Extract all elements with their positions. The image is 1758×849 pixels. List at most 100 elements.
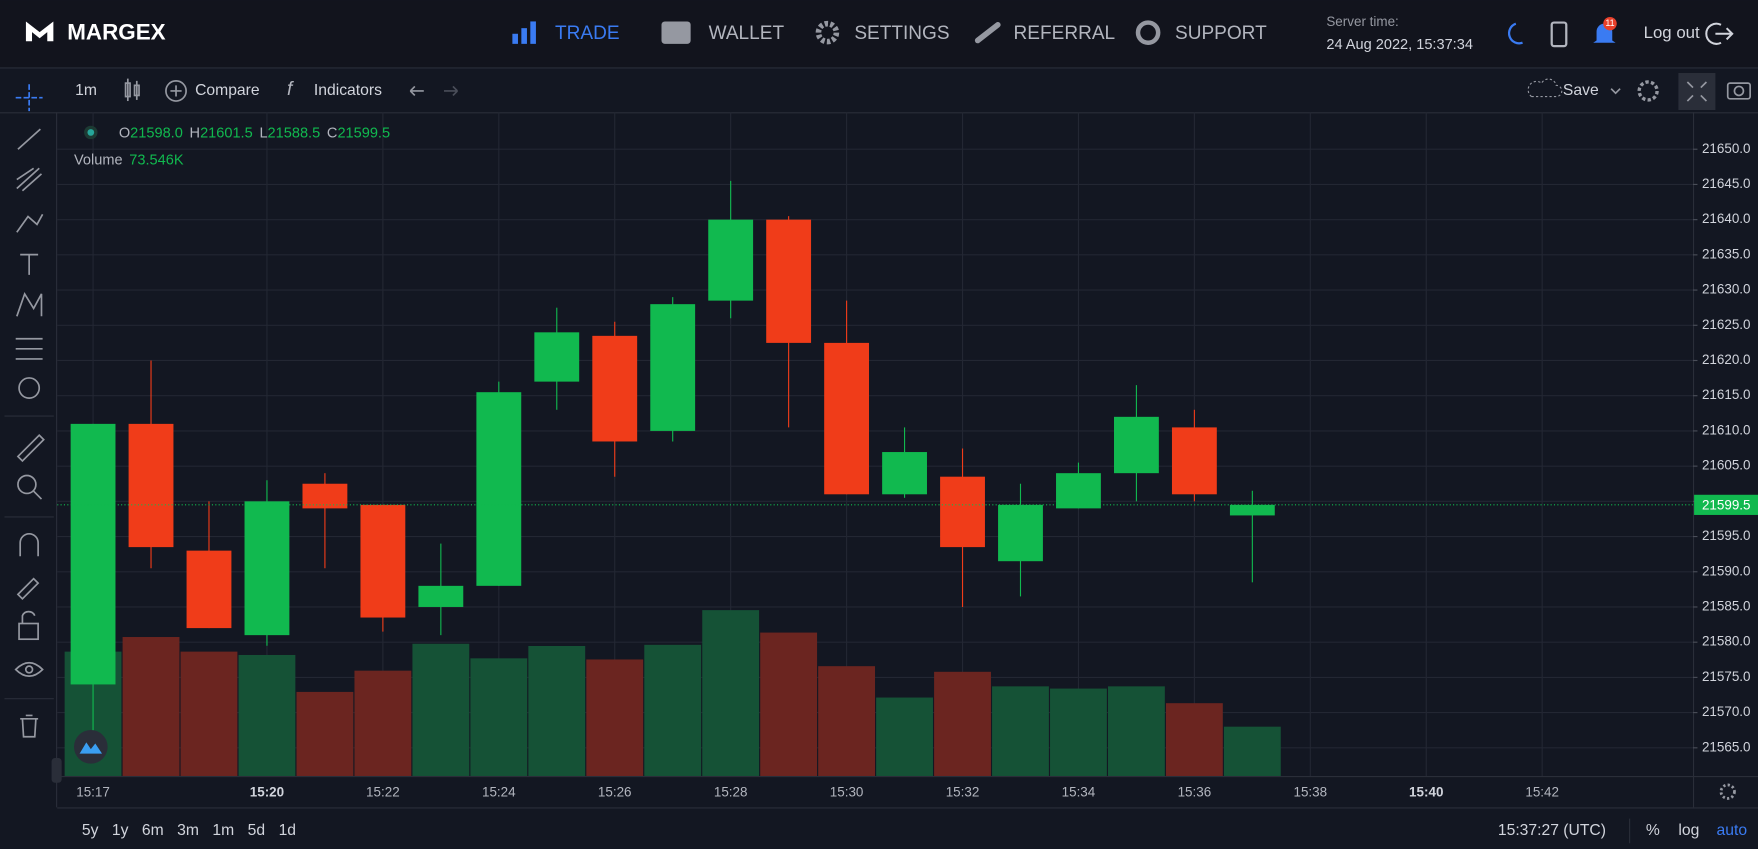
candle-body	[186, 550, 232, 629]
y-tick-label: 21570.0	[1702, 704, 1751, 719]
range-button[interactable]: 5d	[248, 822, 265, 839]
legend-dot-core	[87, 129, 95, 136]
x-tick-label: 15:34	[1062, 784, 1096, 799]
candle-body	[708, 219, 754, 301]
y-tick-label: 21615.0	[1702, 387, 1751, 402]
legend-l: L	[259, 125, 267, 141]
candle-body	[1171, 427, 1217, 495]
chart-style-icon[interactable]	[124, 78, 140, 102]
volume-bar	[1223, 726, 1281, 776]
brand[interactable]: MARGEX	[67, 20, 165, 45]
legend-open: 21598.0	[130, 125, 183, 141]
server-time-label: Server time:	[1326, 14, 1398, 29]
y-tick-label: 21595.0	[1702, 528, 1751, 543]
settings-icon	[815, 20, 840, 45]
volume-label: Volume	[74, 152, 123, 168]
range-button[interactable]: 1m	[212, 822, 234, 839]
candle-body	[418, 585, 464, 607]
candle-body	[940, 476, 985, 548]
logout[interactable]: Log out	[1644, 23, 1700, 42]
nav-referral[interactable]: REFERRAL	[1014, 23, 1116, 44]
legend-low: 21588.5	[268, 125, 321, 141]
nav-trade[interactable]: TRADE	[555, 23, 620, 44]
volume-bar	[992, 686, 1049, 776]
redo[interactable]	[443, 85, 459, 97]
legend-close: 21599.5	[337, 125, 390, 141]
logo[interactable]	[25, 21, 54, 42]
fullscreen-button[interactable]	[1678, 73, 1716, 111]
y-tick-label: 21610.0	[1702, 422, 1751, 437]
candle-body	[766, 219, 812, 343]
axis-settings[interactable]	[1719, 783, 1736, 800]
y-tick-label: 21625.0	[1702, 317, 1751, 332]
utc-time: 15:37:27 (UTC)	[1498, 822, 1606, 839]
range-button[interactable]: 6m	[142, 822, 164, 839]
x-tick-label: 15:32	[946, 784, 980, 799]
indicators[interactable]: Indicators	[314, 82, 382, 99]
x-tick-label: 15:28	[714, 784, 748, 799]
volume-bar	[934, 671, 991, 776]
candle-body	[998, 504, 1043, 562]
volume-bar	[238, 654, 296, 776]
range-button[interactable]: 3m	[177, 822, 199, 839]
screenshot[interactable]	[1726, 82, 1751, 100]
log-toggle[interactable]: log	[1678, 822, 1699, 839]
x-tick-label: 15:30	[830, 784, 864, 799]
footer: 5y 1y 6m 3m 1m 5d 1d	[82, 822, 296, 839]
percent-toggle[interactable]: %	[1646, 822, 1660, 839]
compare-plus	[170, 85, 182, 97]
compare[interactable]: Compare	[195, 82, 260, 99]
mobile-icon[interactable]	[1550, 21, 1568, 48]
y-tick-label: 21605.0	[1702, 458, 1751, 473]
volume-bar	[470, 658, 528, 776]
candle-body	[824, 342, 870, 495]
y-tick-label: 21640.0	[1702, 211, 1751, 226]
y-tick-label: 21630.0	[1702, 282, 1751, 297]
save-icon	[1527, 78, 1563, 98]
volume-bar	[1050, 688, 1107, 776]
chart-settings[interactable]	[1637, 80, 1659, 102]
nav-support[interactable]: SUPPORT	[1175, 23, 1267, 44]
fullscreen-icon	[1686, 81, 1708, 102]
referral-icon	[974, 21, 1001, 44]
grid	[57, 112, 1693, 776]
volume-bar	[818, 666, 876, 776]
x-tick-label: 15:36	[1178, 784, 1212, 799]
wallet-icon	[661, 21, 691, 44]
volume-bar	[876, 697, 933, 776]
range-button[interactable]: 1d	[279, 822, 296, 839]
range-button[interactable]: 5y	[82, 822, 99, 839]
legend-o: O	[119, 125, 130, 141]
drawing-tools[interactable]	[14, 84, 45, 738]
y-tick-label: 21650.0	[1702, 141, 1751, 156]
range-button[interactable]: 1y	[112, 822, 129, 839]
y-tick-label: 21585.0	[1702, 599, 1751, 614]
x-tick-label: 15:24	[482, 784, 516, 799]
axes: 21565.0 21570.0 21575.0 21580.0 21585.0 21590…	[76, 141, 1758, 799]
nav-wallet[interactable]: WALLET	[709, 23, 785, 44]
interval[interactable]: 1m	[75, 82, 97, 99]
indicators-icon[interactable]: f	[287, 79, 294, 100]
candle-body	[534, 332, 580, 382]
y-tick-label: 21620.0	[1702, 352, 1751, 367]
tv-logo-mark	[79, 742, 103, 754]
logout-icon[interactable]	[1705, 22, 1734, 45]
nav-settings[interactable]: SETTINGS	[854, 23, 949, 44]
undo[interactable]	[409, 85, 424, 97]
volume-bar	[122, 637, 180, 776]
save[interactable]: Save	[1563, 82, 1599, 99]
compare-icon[interactable]	[165, 80, 187, 102]
x-tick-label: 15:17	[76, 784, 110, 799]
screenshot-lens	[1733, 85, 1745, 97]
volume-bar	[1165, 703, 1223, 776]
candle-body	[1229, 504, 1275, 516]
volume-bar	[1107, 686, 1165, 776]
save-menu[interactable]	[1610, 88, 1621, 95]
auto-toggle[interactable]: auto	[1717, 822, 1748, 839]
theme-toggle[interactable]	[1507, 22, 1523, 45]
tv-logo[interactable]	[73, 730, 108, 764]
volume-bar	[644, 644, 702, 776]
collapse-toolbar[interactable]	[51, 758, 62, 783]
y-tick-label: 21635.0	[1702, 246, 1751, 261]
